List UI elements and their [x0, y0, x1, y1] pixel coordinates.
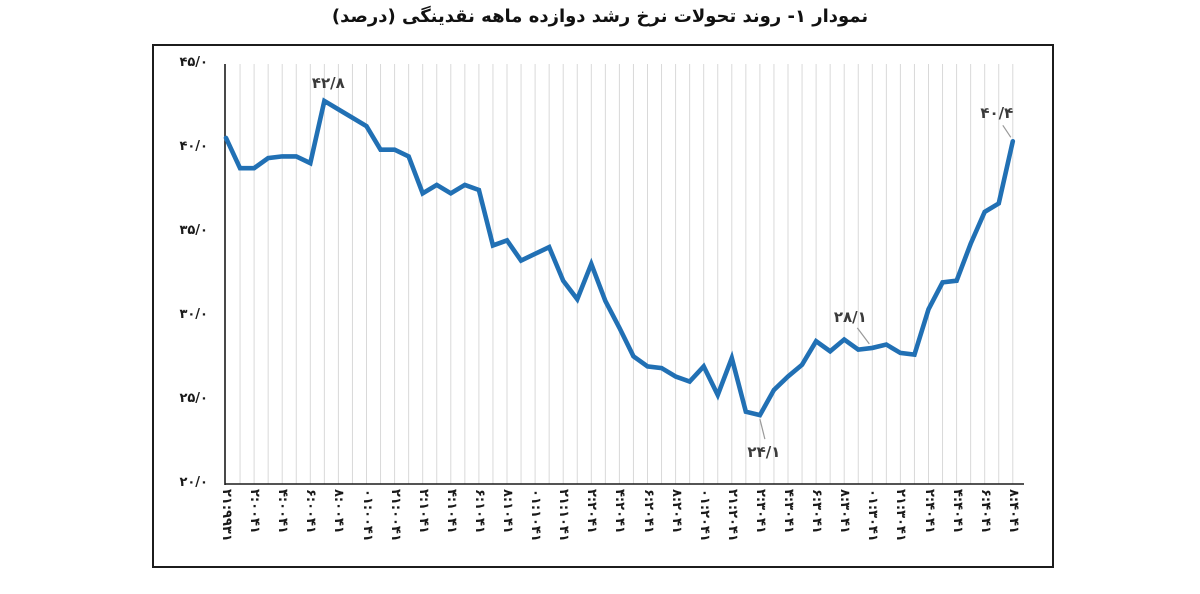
x-tick-label: ۱۴۰۴:۴: [949, 489, 965, 534]
x-tick-label: ۱۴۰۱:۶: [471, 489, 487, 534]
annotation-peak-value: ۴۲/۸: [311, 73, 345, 92]
x-tick-label: ۱۴۰۰:۸: [331, 489, 347, 534]
x-tick-label: ۱۴۰۱:۱۰: [528, 489, 544, 542]
x-tick-label: ۱۴۰۱:۲: [415, 489, 431, 534]
x-tick-label: ۱۴۰۴:۲: [921, 489, 937, 534]
y-axis-label-45: ۴۵/۰: [179, 55, 208, 70]
y-axis-label-35: ۳۵/۰: [179, 223, 208, 238]
x-tick-label: ۱۴۰۱:۴: [443, 489, 459, 534]
x-tick-label: ۱۴۰۳:۱۰: [865, 489, 881, 542]
x-tick-label: ۱۴۰۲:۸: [668, 489, 684, 534]
x-tick-label: ۱۴۰۳:۲: [752, 489, 768, 534]
annotation-endpoint-value: ۴۰/۴: [980, 104, 1014, 123]
x-tick-label: ۱۴۰۳:۴: [781, 489, 796, 534]
x-tick-label: ۱۴۰۲:۴: [612, 489, 628, 534]
x-tick-label: ۱۴۰۰:۴: [275, 489, 291, 534]
x-tick-label: ۱۴۰۲:۱۰: [696, 489, 712, 542]
x-tick-label: ۱۴۰۱:۸: [500, 489, 515, 534]
annotation-plateau-value: ۲۸/۱: [833, 307, 867, 326]
x-tick-label: ۱۴۰۳:۶: [809, 489, 825, 534]
y-axis-label-40: ۴۰/۰: [179, 139, 208, 154]
annotation-trough-value: ۲۴/۱: [747, 443, 781, 462]
x-tick-label: ۱۴۰۰:۱۲: [387, 489, 403, 542]
x-tick-label: ۱۴۰۳:۱۲: [893, 489, 909, 542]
x-tick-label: ۱۳۹۹:۱۲: [219, 489, 234, 542]
figure-border: [152, 44, 1054, 568]
y-axis-label-25: ۲۵/۰: [179, 391, 208, 406]
x-tick-label: ۱۴۰۲:۱۲: [724, 489, 740, 542]
x-tick-label: ۱۴۰۳:۸: [837, 489, 853, 534]
x-tick-label: ۱۴۰۲:۶: [640, 489, 656, 534]
x-tick-label: ۱۴۰۰:۶: [303, 489, 319, 534]
y-axis-label-20: ۲۰/۰: [179, 475, 208, 490]
x-tick-label: ۱۴۰۰:۲: [247, 489, 263, 534]
x-tick-label: ۱۴۰۴:۶: [977, 489, 993, 534]
y-axis-label-30: ۳۰/۰: [179, 307, 208, 322]
x-tick-label: ۱۴۰۲:۲: [584, 489, 600, 534]
x-tick-label: ۱۴۰۰:۱۰: [359, 489, 375, 542]
chart-title: نمودار ۱- روند تحولات نرخ رشد دوازده ماه…: [331, 6, 869, 27]
x-tick-label: ۱۴۰۴:۸: [1005, 489, 1021, 534]
x-tick-label: ۱۴۰۱:۱۲: [556, 489, 572, 542]
